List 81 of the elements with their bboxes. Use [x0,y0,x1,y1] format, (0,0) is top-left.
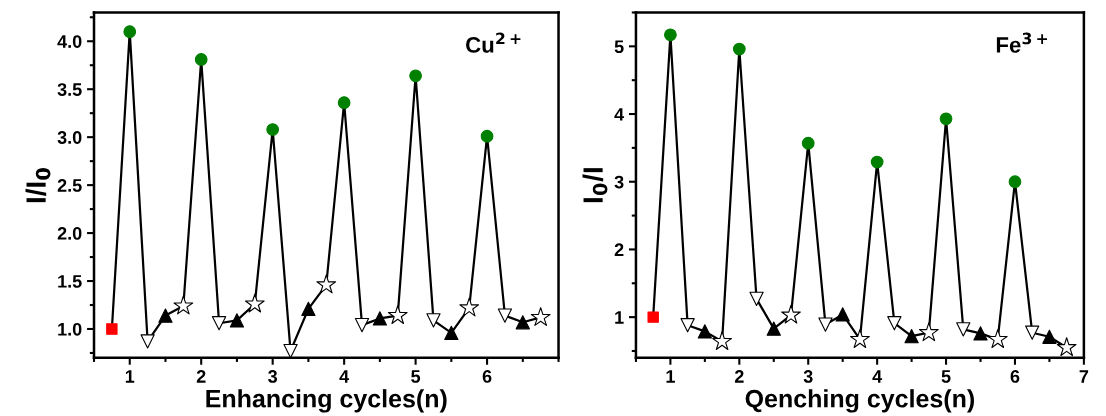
point [749,291,764,307]
point [973,326,988,341]
point [444,325,459,340]
point [956,322,971,337]
point [211,316,227,331]
point [301,301,316,316]
x-axis-title: Qenching cycles(n) [745,389,974,413]
y-tick-label: 1 [615,311,624,324]
y-tick-label: 2.5 [57,179,82,192]
point [781,304,801,324]
point [106,323,118,335]
point [766,321,781,336]
point [680,318,695,333]
point [697,324,713,339]
point [244,293,265,313]
x-tick-label: 1 [666,370,675,383]
x-tick-label: 5 [411,370,421,383]
y-axis-title: I$_{0}$/I [582,168,608,203]
x-tick-label: 4 [872,370,883,383]
y-tick-label: 3 [614,175,624,189]
x-tick-label: 4 [339,370,350,383]
point [870,155,884,169]
point [409,69,422,83]
point [140,334,155,349]
point [904,328,919,344]
point [939,112,953,126]
point [123,25,137,39]
point [354,318,370,333]
point [647,311,659,323]
point [664,28,677,42]
x-tick-label: 3 [803,370,813,383]
point [229,313,245,328]
point [426,313,441,328]
point [194,53,208,66]
point [835,307,850,322]
x-tick-label: 6 [1010,370,1020,383]
point [480,129,494,143]
x-tick-label: 5 [941,370,951,383]
point [158,308,173,323]
y-tick-label: 4 [614,108,625,121]
x-tick-label: 1 [125,370,135,383]
x-tick-label: 3 [268,370,278,383]
point [387,305,408,325]
y-axis-title: I/I$_{0}$ [25,167,51,203]
point [515,315,530,330]
point [283,343,298,358]
point [850,329,870,348]
y-tick-label: 4.0 [57,35,82,48]
point [1008,175,1022,189]
x-tick-label: 7 [1079,370,1089,383]
y-tick-label: 1.0 [58,322,82,336]
point [497,308,513,323]
annotation: Fe$^{3+}$ [996,32,1048,53]
point [732,42,746,56]
y-tick-label: 2.0 [57,227,82,240]
point [173,295,194,315]
point [266,123,280,136]
point [530,307,551,326]
point [459,297,480,317]
x-tick-label: 2 [734,370,744,383]
point [1042,329,1057,344]
y-tick-label: 3.0 [57,131,82,144]
point [887,316,902,331]
y-tick-label: 3.5 [57,83,82,96]
point [987,329,1008,348]
y-tick-label: 2 [614,243,624,256]
x-tick-label: 2 [196,370,206,383]
x-tick-label: 6 [482,370,492,383]
point [337,96,351,110]
y-tick-label: 5 [614,40,624,54]
point [818,317,833,332]
point [712,331,732,351]
point [372,311,388,326]
point [1056,337,1077,357]
point [918,322,939,342]
y-tick-label: 1.5 [58,275,82,288]
annotation: Cu$^{2+}$ [466,32,521,53]
point [801,136,815,150]
point [316,274,337,294]
point [1025,325,1040,340]
x-axis-title: Enhancing cycles(n) [206,389,447,413]
